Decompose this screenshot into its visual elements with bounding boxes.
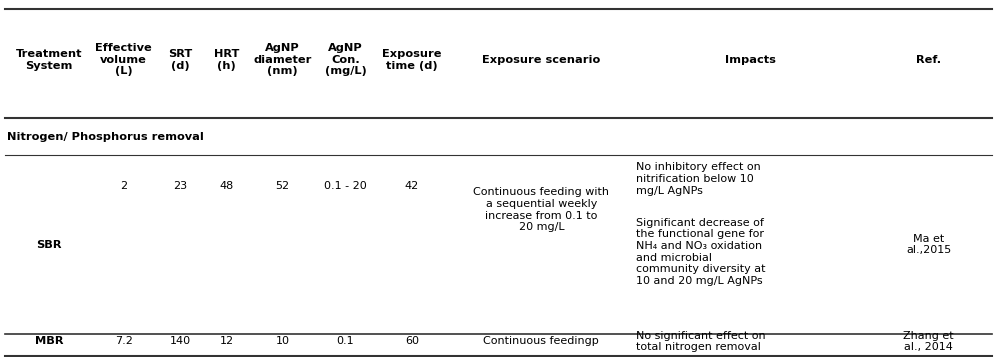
Text: Ref.: Ref. [916,55,941,65]
Text: 52: 52 [275,181,290,191]
Text: Zhang et
al., 2014: Zhang et al., 2014 [903,331,954,352]
Text: Nitrogen/ Phosphorus removal: Nitrogen/ Phosphorus removal [7,132,203,142]
Text: 60: 60 [405,336,419,347]
Text: 42: 42 [405,181,419,191]
Text: No significant effect on
total nitrogen removal: No significant effect on total nitrogen … [636,331,766,352]
Text: Ma et
al.,2015: Ma et al.,2015 [906,234,951,255]
Text: SBR: SBR [36,240,62,250]
Text: Continuous feedingp: Continuous feedingp [484,336,599,347]
Text: 48: 48 [219,181,234,191]
Text: 0.1 - 20: 0.1 - 20 [324,181,367,191]
Text: 2: 2 [120,181,128,191]
Text: 140: 140 [169,336,190,347]
Text: Exposure
time (d): Exposure time (d) [382,49,442,71]
Text: 12: 12 [219,336,234,347]
Text: Exposure scenario: Exposure scenario [483,55,600,65]
Text: Impacts: Impacts [725,55,777,65]
Text: AgNP
Con.
(mg/L): AgNP Con. (mg/L) [325,43,366,76]
Text: Treatment
System: Treatment System [16,49,82,71]
Text: AgNP
diameter
(nm): AgNP diameter (nm) [253,43,312,76]
Text: 0.1: 0.1 [337,336,354,347]
Text: Effective
volume
(L): Effective volume (L) [96,43,152,76]
Text: No inhibitory effect on
nitrification below 10
mg/L AgNPs: No inhibitory effect on nitrification be… [636,162,761,196]
Text: 10: 10 [275,336,290,347]
Text: MBR: MBR [35,336,63,347]
Text: 23: 23 [172,181,187,191]
Text: 7.2: 7.2 [115,336,133,347]
Text: Continuous feeding with
a sequential weekly
increase from 0.1 to
20 mg/L: Continuous feeding with a sequential wee… [474,187,609,232]
Text: Significant decrease of
the functional gene for
NH₄ and NO₃ oxidation
and microb: Significant decrease of the functional g… [636,218,766,286]
Text: HRT
(h): HRT (h) [214,49,239,71]
Text: SRT
(d): SRT (d) [167,49,192,71]
